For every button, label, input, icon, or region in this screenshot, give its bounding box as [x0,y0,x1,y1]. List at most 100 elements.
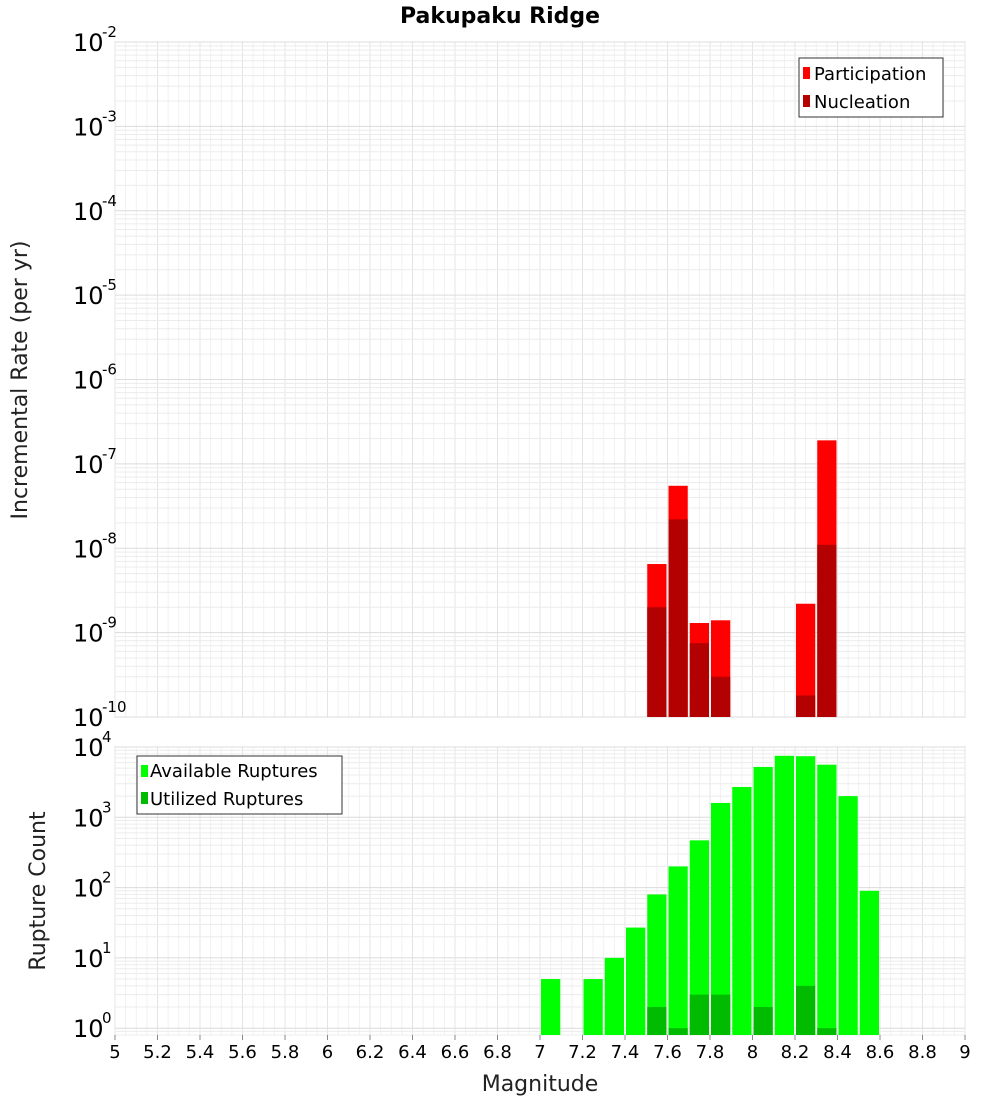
x-tick-label: 5.8 [271,1042,300,1063]
y-tick-exponent: -9 [102,614,117,632]
y-tick-exponent: 3 [102,798,112,816]
x-ticks: 5 5.2 5.4 5.6 5.8 6 6.2 6.4 6.6 6.8 7 7.2 7.4 7.6 7.8 8… [109,1035,971,1063]
y-tick-base: 10 [73,1015,104,1043]
bottom-bar-utilized-ruptures [711,994,731,1035]
y-tick-base: 10 [73,29,104,57]
legend-nucleation-label: Nucleation [814,92,910,113]
top-y-axis-label: Incremental Rate (per yr) [8,241,33,520]
top-y-tick-label: 10-3 [73,107,117,141]
top-y-tick-label: 10-4 [73,192,117,226]
y-tick-exponent: -8 [102,529,117,547]
top-y-tick-label: 10-10 [73,698,127,732]
legend-nucleation-swatch [803,95,810,107]
bottom-bar-available-ruptures [583,979,603,1035]
bottom-bar-available-ruptures [774,755,794,1035]
y-tick-base: 10 [73,704,104,732]
bottom-y-tick-label: 102 [73,869,112,903]
bottom-bar-utilized-ruptures [796,985,816,1035]
top-y-tick-label: 10-9 [73,614,117,648]
x-tick-label: 7.4 [611,1042,640,1063]
bottom-bar-available-ruptures [604,957,624,1035]
x-tick-label: 8.8 [908,1042,937,1063]
x-tick-label: 7.6 [653,1042,682,1063]
y-tick-exponent: -4 [102,192,117,210]
bottom-y-axis-label: Rupture Count [26,811,51,971]
top-legend: Participation Nucleation [798,57,944,118]
x-tick-label: 5 [109,1042,120,1063]
legend-participation-label: Participation [814,64,926,85]
x-tick-label: 8.4 [823,1042,852,1063]
top-bar-nucleation [689,643,709,717]
top-y-tick-label: 10-5 [73,276,117,310]
bottom-bar-utilized-ruptures [647,1007,667,1035]
bottom-bar-available-ruptures [541,979,561,1035]
bottom-bar-available-ruptures [626,927,646,1035]
y-tick-base: 10 [73,113,104,141]
bottom-bar-available-ruptures [838,796,858,1035]
bottom-bar-available-ruptures [689,840,709,1035]
bottom-bar-utilized-ruptures [689,994,709,1035]
bottom-bar-available-ruptures [753,766,773,1035]
top-y-tick-label: 10-6 [73,361,117,395]
top-bars [647,440,837,717]
bottom-bar-available-ruptures [647,894,667,1035]
legend-participation-swatch [803,67,810,79]
top-bar-nucleation [711,676,731,717]
bottom-bar-utilized-ruptures [753,1007,773,1035]
x-tick-label: 9 [959,1042,970,1063]
bottom-legend: Available Ruptures Utilized Ruptures [136,755,343,815]
x-tick-label: 5.6 [228,1042,257,1063]
x-tick-label: 6.2 [356,1042,385,1063]
y-tick-exponent: -5 [102,276,117,294]
y-tick-exponent: -7 [102,445,117,463]
bottom-bar-available-ruptures [796,756,816,1035]
y-tick-exponent: 4 [102,728,112,746]
bottom-bar-available-ruptures [817,764,837,1035]
legend-available-swatch [141,765,148,777]
bottom-bar-available-ruptures [668,866,688,1035]
x-tick-label: 6.6 [441,1042,470,1063]
x-tick-label: 5.4 [186,1042,215,1063]
top-y-tick-label: 10-8 [73,529,117,563]
bottom-legend-box [136,755,343,815]
y-tick-exponent: -10 [102,698,127,716]
x-axis-label: Magnitude [482,1072,599,1097]
bottom-y-tick-label: 103 [73,798,112,832]
legend-available-label: Available Ruptures [150,761,318,782]
y-tick-base: 10 [73,620,104,648]
bottom-bar-utilized-ruptures [817,1028,837,1035]
top-legend-box [798,57,944,118]
x-tick-label: 6.4 [398,1042,427,1063]
x-tick-label: 7 [534,1042,545,1063]
y-tick-base: 10 [73,734,104,762]
y-tick-exponent: 1 [102,939,112,957]
bottom-bar-available-ruptures [859,890,879,1035]
y-tick-exponent: -6 [102,361,117,379]
top-bar-nucleation [817,544,837,717]
legend-utilized-swatch [141,792,148,804]
y-tick-base: 10 [73,282,104,310]
x-tick-label: 8.6 [866,1042,895,1063]
y-tick-base: 10 [73,804,104,832]
x-tick-label: 8 [747,1042,758,1063]
bottom-bar-available-ruptures [711,802,731,1035]
top-gridlines [114,41,966,718]
y-tick-exponent: 0 [102,1009,112,1027]
y-tick-base: 10 [73,875,104,903]
y-tick-exponent: -3 [102,107,117,125]
top-y-tick-label: 10-7 [73,445,117,479]
x-tick-label: 7.2 [568,1042,597,1063]
bottom-bar-available-ruptures [732,786,752,1035]
chart-title: Pakupaku Ridge [400,4,600,29]
bottom-y-tick-label: 104 [73,728,112,762]
top-bar-participation [796,603,816,717]
x-tick-label: 7.8 [696,1042,725,1063]
y-tick-exponent: 2 [102,869,112,887]
y-tick-base: 10 [73,367,104,395]
x-tick-label: 6.8 [483,1042,512,1063]
y-tick-base: 10 [73,451,104,479]
